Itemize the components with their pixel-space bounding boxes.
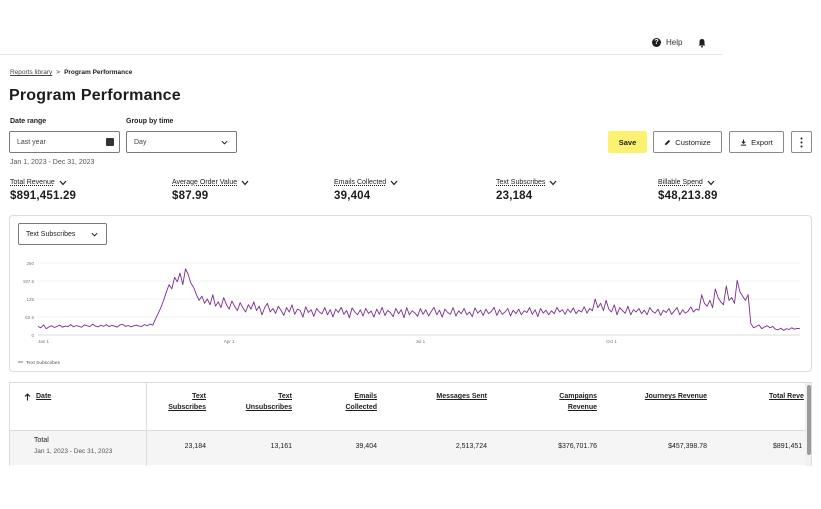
group-by-label: Group by time	[126, 118, 174, 125]
metric-value: $87.99	[172, 190, 209, 202]
chart-metric-value: Text Subscribes	[26, 230, 76, 238]
bell-icon[interactable]	[697, 38, 707, 48]
metric-text-subscribes[interactable]: Text Subscribes 23,184	[496, 179, 557, 202]
save-label: Save	[618, 137, 637, 147]
column-header-emails-collected[interactable]: Emails Collected	[345, 393, 377, 411]
breadcrumb: Reports library > Program Performance	[10, 69, 132, 76]
x-tick-label: Jan 1	[38, 339, 50, 344]
x-tick-label: Jul 1	[416, 339, 426, 344]
y-tick-label: 250	[26, 261, 34, 266]
table-row-total: Total Jan 1, 2023 - Dec 31, 2023 23,184 …	[10, 431, 811, 465]
metric-value: $48,213.89	[658, 190, 718, 202]
y-tick-label: 187.5	[23, 279, 35, 284]
legend-label: Text Subscribes	[26, 360, 60, 366]
breadcrumb-current: Program Performance	[64, 69, 133, 76]
pencil-icon	[665, 139, 671, 145]
column-header-label: Date	[36, 393, 52, 400]
metric-average-order-value[interactable]: Average Order Value $87.99	[172, 179, 249, 202]
chart-card: 0 62.5 125 187.5 250 Jan 1 Apr 1 Jul 1 Oct 1 Text…	[9, 215, 812, 372]
metric-value: 39,404	[334, 190, 371, 202]
page-title: Program Performance	[9, 87, 181, 104]
save-button[interactable]: Save	[608, 131, 647, 153]
export-button[interactable]: Export	[729, 131, 784, 153]
table-cell: 2,513,724	[455, 443, 487, 450]
column-header-date[interactable]: Date	[24, 391, 51, 402]
table-cell: $376,701.76	[558, 443, 597, 450]
chevron-down-icon	[59, 180, 67, 185]
chevron-down-icon	[707, 180, 715, 185]
x-tick-label: Apr 1	[224, 339, 235, 344]
metric-total-revenue[interactable]: Total Revenue $891,451.29	[10, 179, 76, 202]
metric-emails-collected[interactable]: Emails Collected 39,404	[334, 179, 398, 202]
group-by-value: Day	[134, 138, 147, 146]
scrollbar-thumb[interactable]	[807, 385, 811, 455]
kebab-menu-icon	[800, 137, 803, 147]
y-tick-label: 125	[26, 297, 34, 302]
breadcrumb-reports-library[interactable]: Reports library	[10, 69, 53, 76]
data-table: Date Text Subscribes Text Unsubscribes E…	[9, 382, 812, 466]
customize-label: Customize	[675, 137, 711, 147]
column-header-campaigns-revenue[interactable]: Campaigns Revenue	[559, 393, 597, 411]
chevron-down-icon	[241, 180, 249, 185]
column-header-journeys-revenue[interactable]: Journeys Revenue	[644, 393, 707, 400]
metric-label: Text Subscribes	[496, 179, 546, 186]
customize-button[interactable]: Customize	[653, 131, 722, 153]
more-options-button[interactable]	[791, 131, 812, 153]
help-icon: ?	[652, 38, 661, 47]
chevron-down-icon	[390, 180, 398, 185]
metric-label: Average Order Value	[172, 179, 238, 186]
column-divider	[146, 383, 147, 466]
chevron-down-icon	[91, 232, 98, 237]
date-range-caption: Jan 1, 2023 - Dec 31, 2023	[10, 159, 95, 166]
arrow-up-icon	[24, 392, 31, 400]
help-label: Help	[666, 38, 683, 47]
y-tick-label: 0	[31, 333, 34, 338]
x-tick-label: Oct 1	[606, 339, 617, 344]
table-cell: 39,404	[355, 443, 377, 450]
calendar-icon	[106, 138, 114, 146]
export-label: Export	[751, 137, 773, 147]
line-chart: 0 62.5 125 187.5 250 Jan 1 Apr 1 Jul 1 Oct 1 Text…	[18, 261, 801, 366]
table-header: Date Text Subscribes Text Unsubscribes E…	[10, 383, 811, 431]
row-label: Total	[34, 437, 49, 444]
table-cell: $457,398.78	[668, 443, 707, 450]
date-range-value: Last year	[17, 138, 46, 146]
horizontal-scrollbar[interactable]	[805, 383, 811, 466]
series-line	[37, 268, 801, 331]
download-icon	[741, 138, 747, 146]
y-tick-label: 62.5	[25, 315, 34, 320]
column-header-text-unsubscribes[interactable]: Text Unsubscribes	[245, 393, 292, 411]
group-by-select[interactable]: Day	[126, 131, 237, 153]
chevron-down-icon	[549, 180, 557, 185]
date-range-select[interactable]: Last year	[9, 131, 120, 153]
chevron-down-icon	[221, 140, 228, 145]
metric-label: Total Revenue	[10, 179, 55, 186]
table-cell: 13,161	[270, 443, 292, 450]
column-header-messages-sent[interactable]: Messages Sent	[436, 393, 487, 400]
top-bar: ? Help	[0, 0, 722, 55]
column-header-text-subscribes[interactable]: Text Subscribes	[168, 393, 206, 411]
row-sublabel: Jan 1, 2023 - Dec 31, 2023	[34, 448, 113, 455]
metric-label: Billable Spend	[658, 179, 703, 186]
date-range-label: Date range	[10, 118, 47, 125]
table-cell: 23,184	[184, 443, 206, 450]
metric-label: Emails Collected	[334, 179, 387, 186]
help-link[interactable]: ? Help	[652, 38, 682, 47]
column-header-total-revenue[interactable]: Total Reve	[769, 393, 804, 400]
metric-billable-spend[interactable]: Billable Spend $48,213.89	[658, 179, 718, 202]
chart-metric-select[interactable]: Text Subscribes	[18, 223, 107, 245]
metric-value: $891,451.29	[10, 190, 77, 202]
metric-value: 23,184	[496, 190, 533, 202]
table-cell: $891,451	[773, 443, 803, 450]
breadcrumb-separator: >	[56, 69, 61, 76]
